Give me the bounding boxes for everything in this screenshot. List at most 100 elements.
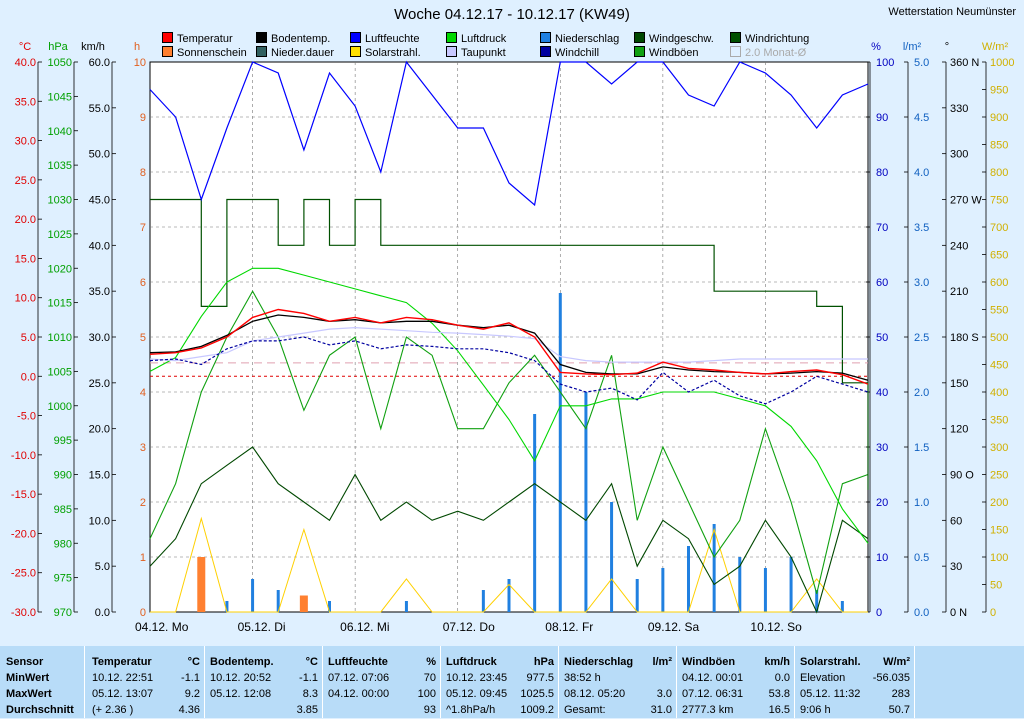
stats-cell-label: 08.12. 05:20 — [564, 688, 626, 700]
humidity-axis-tick: 90 — [876, 112, 888, 124]
temp-axis-tick: 30.0 — [15, 136, 36, 148]
stats-label-sensor: Sensor — [6, 656, 44, 668]
series-line-taupunkt — [149, 326, 868, 363]
stats-block-pressure: Luftdruck hPa 10.12. 23:45 977.5 05.12. 09:4… — [440, 646, 559, 718]
stats-row: Solarstrahl. W/m² — [800, 656, 910, 671]
stats-cell-value: 70 — [423, 672, 436, 684]
series-line-windgeschw- — [149, 446, 869, 614]
stats-cell-value: 0.0 — [774, 672, 790, 684]
rain-axis-tick: 4.0 — [914, 167, 929, 179]
stats-row: Gesamt: 31.0 — [564, 704, 672, 719]
solar-axis-tick: 150 — [990, 525, 1008, 537]
humidity-axis-tick: 20 — [876, 497, 888, 509]
stats-cell-label: (+ 2.36 ) — [92, 704, 134, 716]
stats-cell-label: 04.12. 00:00 — [328, 688, 390, 700]
solar-axis-tick: 950 — [990, 85, 1008, 97]
stats-row: Niederschlag l/m² — [564, 656, 672, 671]
stats-row: 08.12. 05:20 3.0 — [564, 688, 672, 703]
stats-cell-label: 04.12. 00:01 — [682, 672, 744, 684]
pressure-axis-tick: 995 — [54, 435, 72, 447]
stats-cell-label: Gesamt: — [564, 704, 606, 716]
rain-axis-unit: l/m² — [903, 41, 922, 53]
pressure-axis-tick: 1000 — [48, 401, 72, 413]
series-line-windrichtung — [150, 198, 869, 490]
temp-axis-tick: -30.0 — [11, 607, 36, 619]
legend-swatch — [162, 46, 173, 57]
solar-axis-unit: W/m² — [982, 41, 1009, 53]
legend-item: Windrichtung — [730, 32, 809, 45]
stats-cell-label: ^1.8hPa/h — [446, 704, 496, 716]
rain-bar — [533, 414, 537, 612]
series-line-luftfeuchte — [149, 60, 869, 207]
solar-axis-tick: 700 — [990, 222, 1008, 234]
pressure-axis-unit: hPa — [48, 41, 68, 53]
humidity-axis-unit: % — [871, 41, 881, 53]
stats-cell-value: 977.5 — [526, 672, 554, 684]
legend-swatch — [350, 32, 361, 43]
pressure-axis-tick: 1040 — [48, 126, 72, 138]
hours-axis-unit: h — [134, 41, 140, 53]
direction-axis-tick: 300 — [950, 149, 968, 161]
humidity-axis-tick: 10 — [876, 552, 888, 564]
pressure-axis-tick: 1045 — [48, 91, 72, 103]
rain-bar — [687, 546, 690, 612]
rain-bar — [738, 557, 742, 612]
stats-cell-value: 53.8 — [768, 688, 790, 700]
legend-label: Taupunkt — [461, 47, 506, 59]
temp-axis-tick: -10.0 — [11, 450, 36, 462]
rain-bar — [225, 601, 229, 612]
legend-item: Temperatur — [162, 32, 233, 45]
stats-cell-value: -1.1 — [181, 672, 200, 684]
pressure-axis-tick: 1030 — [48, 195, 72, 207]
day-label: 06.12. Mi — [340, 620, 389, 634]
day-label: 07.12. Do — [443, 620, 495, 634]
direction-axis-unit: ° — [945, 41, 949, 53]
rain-bar — [635, 579, 639, 612]
stats-row: 10.12. 22:51 -1.1 — [92, 672, 200, 687]
day-label: 08.12. Fr — [545, 620, 593, 634]
hours-axis-tick: 1 — [140, 552, 146, 564]
stats-row: ^1.8hPa/h 1009.2 — [446, 704, 554, 719]
solar-axis-tick: 250 — [990, 470, 1008, 482]
solar-axis-tick: 50 — [990, 580, 1002, 592]
stats-block-rain: Niederschlag l/m² 38:52 h 08.12. 05:20 3.0 Ge… — [558, 646, 677, 718]
stats-cell-value: -56.035 — [872, 672, 910, 684]
pressure-axis-tick: 1015 — [48, 298, 72, 310]
stats-row: 2777.3 km 16.5 — [682, 704, 790, 719]
stats-cell-value: W/m² — [883, 656, 910, 668]
legend-item: Bodentemp. — [256, 32, 330, 45]
temp-axis-tick: 15.0 — [15, 253, 36, 265]
legend-label: 2.0 Monat-Ø — [745, 47, 807, 59]
legend-swatch — [162, 32, 173, 43]
statistics-panel: Sensor MinWert MaxWert Durchschnitt Temp… — [0, 646, 1024, 718]
legend-item: Solarstrahl. — [350, 46, 421, 59]
rain-bar — [584, 392, 588, 612]
weather-chart: 40.035.030.025.020.015.010.05.00.0-5.0-1… — [11, 41, 1015, 634]
hours-axis-tick: 4 — [140, 387, 146, 399]
direction-axis-tick: 360 N — [950, 57, 979, 69]
temp-axis-tick: 20.0 — [15, 214, 36, 226]
stats-cell-value: -1.1 — [299, 672, 318, 684]
direction-axis-tick: 150 — [950, 378, 968, 390]
rain-bar — [610, 502, 614, 612]
legend-item: 2.0 Monat-Ø — [730, 46, 806, 59]
legend-label: Bodentemp. — [271, 33, 331, 45]
humidity-axis-tick: 0 — [876, 607, 882, 619]
pressure-axis-tick: 1025 — [48, 229, 72, 241]
rain-bar — [763, 568, 767, 612]
stats-cell-value: km/h — [764, 656, 790, 668]
stats-row: 07.12. 06:31 53.8 — [682, 688, 790, 703]
sunshine-bar — [197, 557, 206, 612]
rain-axis-tick: 3.0 — [914, 277, 929, 289]
stats-cell-label: 10.12. 23:45 — [446, 672, 508, 684]
stats-row: 3.85 — [210, 704, 318, 719]
wind-axis-tick: 60.0 — [89, 57, 110, 69]
humidity-axis-tick: 70 — [876, 222, 888, 234]
temp-axis-tick: 40.0 — [15, 57, 36, 69]
temp-axis-tick: 0.0 — [21, 371, 36, 383]
stats-cell-value: 9.2 — [184, 688, 200, 700]
pressure-axis-tick: 1035 — [48, 160, 72, 172]
legend-swatch — [256, 46, 267, 57]
temp-axis-tick: 35.0 — [15, 96, 36, 108]
solar-axis-tick: 350 — [990, 415, 1008, 427]
